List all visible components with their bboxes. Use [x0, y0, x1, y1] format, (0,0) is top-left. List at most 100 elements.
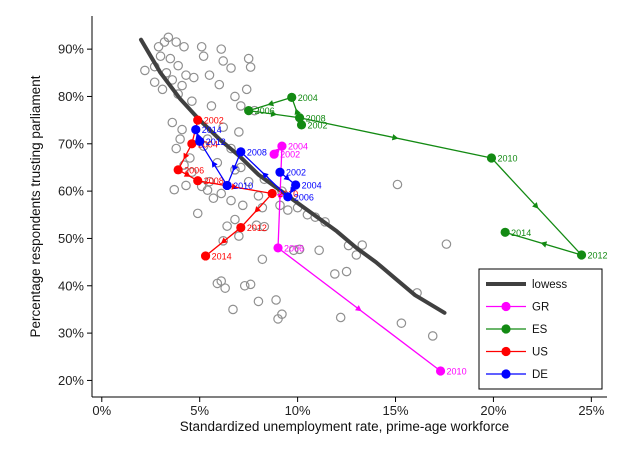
y-tick-label: 50%	[58, 231, 84, 246]
background-point	[230, 91, 240, 102]
background-point	[243, 176, 254, 187]
background-point	[237, 200, 248, 211]
y-tick-label: 80%	[58, 89, 84, 104]
background-point	[181, 70, 191, 80]
background-point	[206, 101, 217, 111]
background-point	[216, 44, 227, 54]
background-point	[288, 245, 299, 256]
background-point	[216, 188, 227, 199]
background-point	[234, 127, 244, 137]
background-point	[294, 244, 305, 255]
direction-arrow	[183, 152, 190, 160]
x-tick-label: 25%	[578, 403, 604, 418]
background-point	[239, 280, 250, 291]
point-label: 2008	[247, 147, 267, 157]
data-point	[500, 227, 510, 237]
background-point	[189, 72, 199, 83]
background-point	[273, 314, 283, 324]
point-label: 2004	[288, 142, 308, 152]
point-label: 2014	[511, 228, 531, 238]
background-point	[427, 331, 438, 341]
background-point	[335, 312, 346, 323]
y-tick-label: 90%	[58, 42, 84, 57]
point-label: 2006	[294, 192, 314, 202]
background-point	[192, 208, 203, 219]
direction-arrow	[267, 100, 274, 107]
y-tick-label: 60%	[58, 184, 84, 199]
x-tick-label: 15%	[383, 403, 409, 418]
direction-arrow	[211, 160, 218, 168]
background-point	[173, 60, 183, 71]
background-point	[251, 220, 262, 230]
background-point	[218, 122, 228, 133]
legend-label: GR	[532, 302, 549, 314]
data-point	[187, 139, 197, 149]
plot-area: 2002200420062010200220042006200820102012…	[139, 32, 608, 376]
background-point	[140, 65, 150, 76]
data-point	[294, 113, 305, 123]
legend-item-lowess: lowess	[486, 279, 567, 291]
background-point	[167, 117, 178, 128]
background-point	[175, 134, 185, 144]
background-point	[245, 62, 256, 72]
background-point	[314, 245, 324, 256]
direction-arrow	[355, 305, 362, 312]
background-point	[177, 80, 187, 91]
y-axis-label: Percentage respondents trusting parliame…	[28, 75, 43, 337]
direction-arrow	[262, 172, 269, 179]
data-point	[267, 188, 277, 199]
point-label: 2006	[284, 243, 304, 253]
legend-item-es: ES	[486, 324, 548, 336]
background-point	[236, 101, 246, 111]
background-point	[155, 51, 166, 62]
data-point	[195, 136, 205, 147]
background-point	[441, 239, 452, 249]
background-point	[222, 221, 232, 231]
y-tick-label: 20%	[58, 373, 84, 388]
background-point	[257, 254, 268, 265]
background-point	[283, 205, 293, 215]
background-point	[204, 70, 215, 80]
point-label: 2012	[247, 223, 267, 233]
direction-arrow	[283, 174, 291, 181]
background-point	[234, 231, 244, 241]
legend-label: DE	[532, 369, 548, 381]
data-point	[486, 153, 497, 163]
background-point	[226, 195, 236, 206]
background-point	[171, 143, 182, 154]
point-label: 2014	[202, 125, 222, 135]
direction-arrow	[183, 171, 191, 177]
point-label: 2010	[233, 181, 253, 191]
background-point	[177, 124, 187, 135]
legend-label: lowess	[532, 279, 567, 291]
data-point	[283, 192, 293, 202]
background-point	[241, 84, 252, 95]
background-point	[228, 304, 238, 315]
legend-label: US	[532, 347, 548, 359]
data-point	[296, 120, 307, 130]
background-point	[196, 41, 207, 52]
data-point	[236, 147, 246, 157]
point-label: 2012	[206, 137, 226, 147]
background-point	[396, 318, 407, 328]
direction-arrow	[254, 206, 261, 213]
y-tick-label: 40%	[58, 278, 84, 293]
background-point	[243, 53, 254, 64]
legend-marker	[501, 324, 511, 334]
data-point	[200, 251, 211, 261]
legend-item-us: US	[486, 347, 548, 359]
data-point	[291, 180, 301, 190]
y-tick-label: 70%	[58, 136, 84, 151]
x-axis-label: Standardized unemployment rate, prime-ag…	[180, 419, 509, 434]
legend-item-gr: GR	[486, 302, 549, 314]
background-point	[169, 184, 180, 195]
background-point	[179, 160, 189, 170]
direction-arrow	[220, 237, 228, 244]
data-point	[275, 167, 285, 177]
y-tick-label: 30%	[58, 326, 84, 341]
point-label: 2012	[588, 251, 608, 261]
data-point	[193, 176, 203, 186]
background-point	[163, 32, 174, 43]
